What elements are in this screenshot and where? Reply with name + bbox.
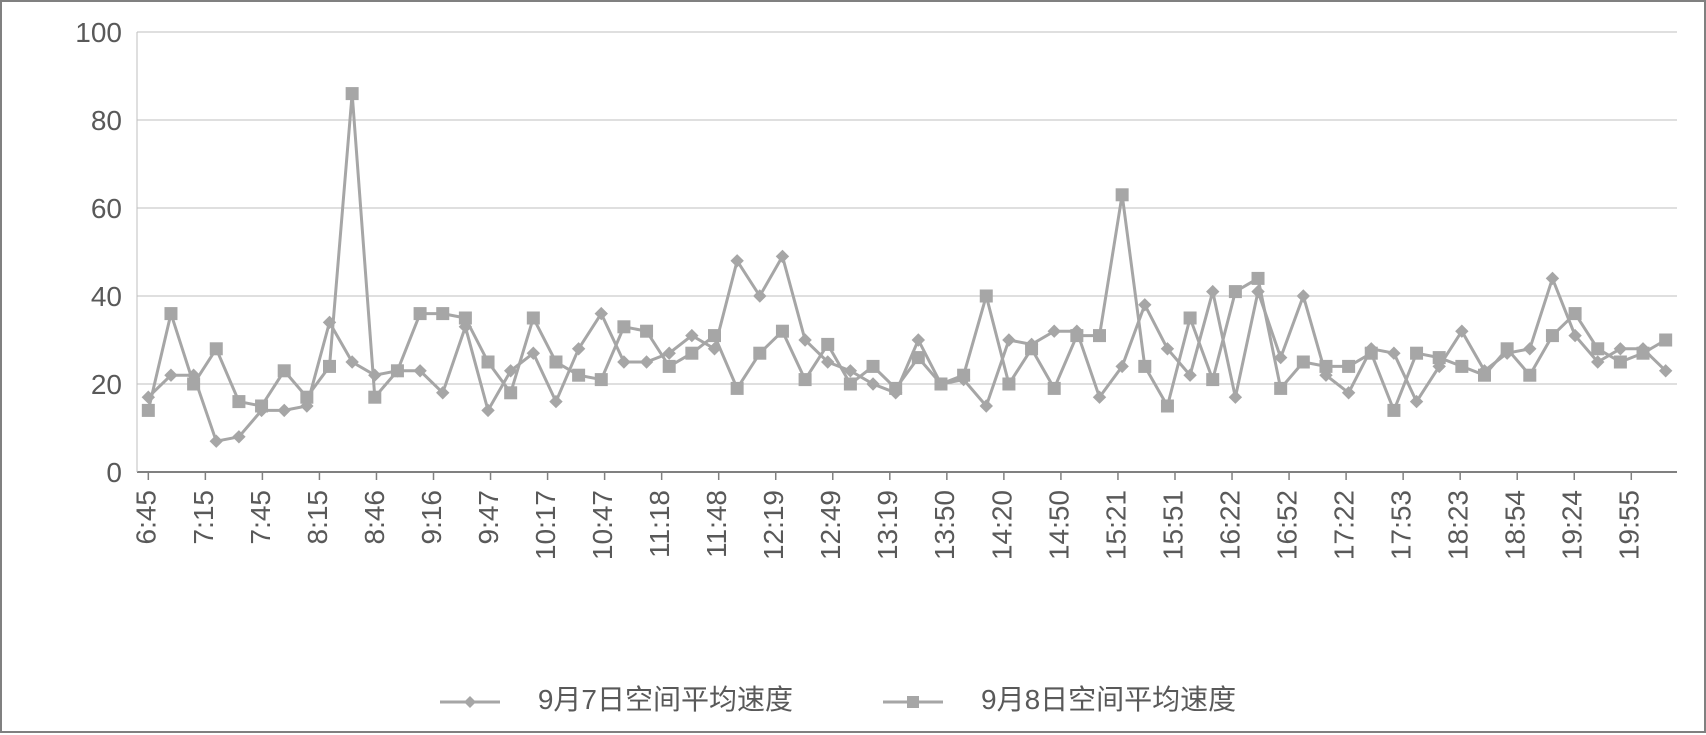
svg-text:14:50: 14:50 <box>1043 490 1074 560</box>
svg-text:16:52: 16:52 <box>1271 490 1302 560</box>
svg-text:13:19: 13:19 <box>872 490 903 560</box>
svg-text:17:53: 17:53 <box>1386 490 1417 560</box>
svg-text:80: 80 <box>91 105 122 136</box>
chart-container: 0 20 40 60 80 100 6:45 7:15 7:45 8:15 8:46 9:16 9:47… <box>0 0 1706 733</box>
svg-text:11:18: 11:18 <box>644 490 675 558</box>
svg-text:15:51: 15:51 <box>1157 490 1188 560</box>
svg-text:11:48: 11:48 <box>701 490 732 558</box>
svg-text:18:23: 18:23 <box>1443 490 1474 560</box>
legend-item: 9月8日空间平均速度 <box>883 684 1266 715</box>
svg-text:10:17: 10:17 <box>530 490 561 560</box>
svg-text:40: 40 <box>91 281 122 312</box>
svg-text:6:45: 6:45 <box>131 490 162 545</box>
svg-text:8:46: 8:46 <box>359 490 390 545</box>
svg-text:9:47: 9:47 <box>473 490 504 545</box>
svg-text:0: 0 <box>106 457 122 488</box>
svg-text:12:19: 12:19 <box>758 490 789 560</box>
legend: 9月7日空间平均速度 9月8日空间平均速度 <box>2 678 1704 718</box>
svg-text:18:54: 18:54 <box>1500 490 1531 560</box>
svg-text:19:24: 19:24 <box>1557 490 1588 560</box>
svg-text:16:22: 16:22 <box>1214 490 1245 560</box>
svg-text:14:20: 14:20 <box>986 490 1017 560</box>
legend-label: 9月8日空间平均速度 <box>981 684 1236 715</box>
svg-text:10:47: 10:47 <box>587 490 618 560</box>
legend-label: 9月7日空间平均速度 <box>538 684 793 715</box>
svg-text:17:22: 17:22 <box>1328 490 1359 560</box>
svg-text:9:16: 9:16 <box>416 490 447 545</box>
legend-item: 9月7日空间平均速度 <box>440 684 823 715</box>
svg-text:7:15: 7:15 <box>188 490 219 545</box>
svg-text:15:21: 15:21 <box>1100 490 1131 560</box>
svg-text:60: 60 <box>91 193 122 224</box>
svg-text:20: 20 <box>91 369 122 400</box>
svg-text:7:45: 7:45 <box>245 490 276 545</box>
svg-text:12:49: 12:49 <box>815 490 846 560</box>
svg-text:13:50: 13:50 <box>929 490 960 560</box>
svg-text:8:15: 8:15 <box>302 490 333 545</box>
svg-text:100: 100 <box>75 17 122 48</box>
svg-text:19:55: 19:55 <box>1614 490 1645 560</box>
chart-svg: 0 20 40 60 80 100 6:45 7:15 7:45 8:15 8:46 9:16 9:47… <box>2 2 1706 735</box>
